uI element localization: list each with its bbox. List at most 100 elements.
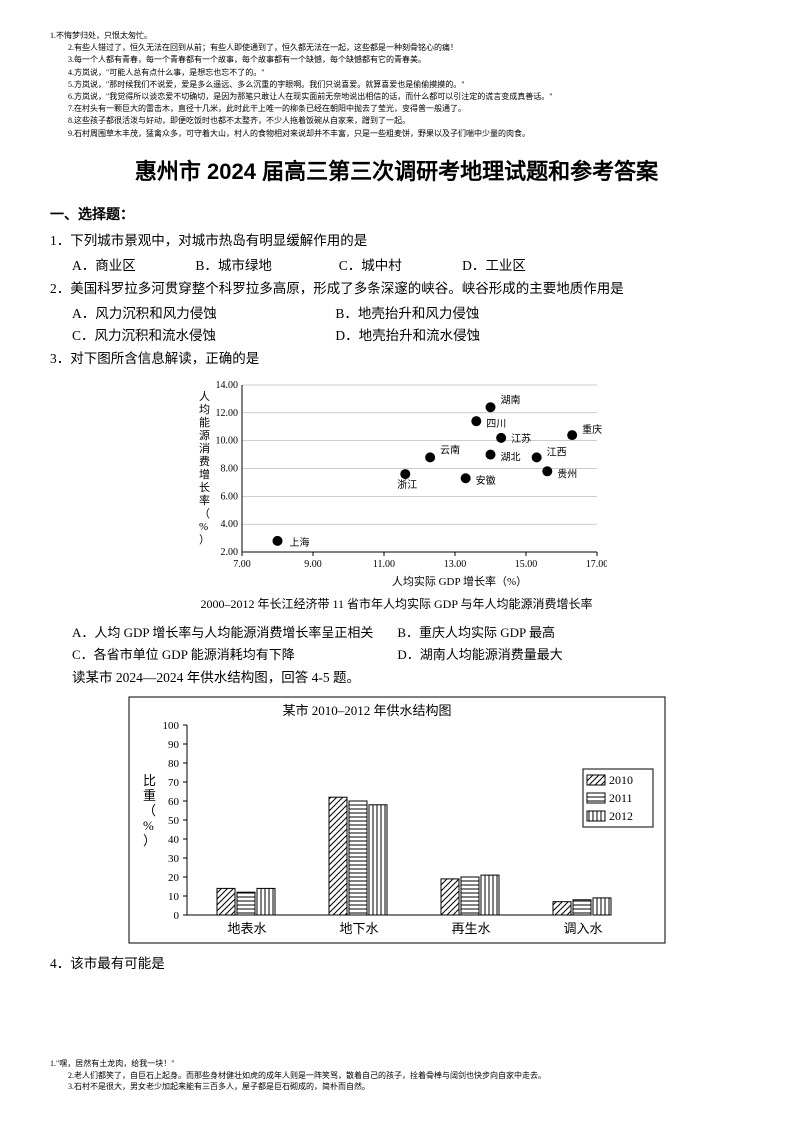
opt: A．风力沉积和风力侵蚀 (72, 303, 332, 326)
opt: C．各省市单位 GDP 能源消耗均有下降 (72, 644, 394, 666)
quote: 1."嘿，居然有土龙肉，给我一块！" (50, 1058, 743, 1069)
question-1-options: A．商业区 B．城市绿地 C．城中村 D．工业区 (50, 255, 743, 278)
svg-text:100: 100 (162, 720, 179, 732)
svg-text:70: 70 (168, 777, 180, 789)
svg-text:重庆: 重庆 (582, 423, 602, 436)
svg-text:10: 10 (168, 891, 180, 903)
question-4: 4．该市最有可能是 (50, 953, 743, 976)
quote: 1.不悔梦归处，只恨太匆忙。 (50, 30, 743, 41)
bar-chart: 某市 2010–2012 年供水结构图 0 10 20 30 40 50 60 70 80 90 10… (50, 695, 743, 949)
svg-text:0: 0 (173, 910, 179, 922)
svg-text:人均实际 GDP 增长率（%）: 人均实际 GDP 增长率（%） (391, 574, 526, 587)
svg-text:调入水: 调入水 (563, 921, 602, 936)
header-quotes: 1.不悔梦归处，只恨太匆忙。 2.有些人错过了，恒久无法在回到从前；有些人即使通… (50, 30, 743, 139)
opt: D．地壳抬升和流水侵蚀 (335, 325, 480, 348)
svg-text:重: 重 (143, 788, 156, 803)
svg-text:人: 人 (199, 390, 210, 403)
svg-text:30: 30 (168, 853, 180, 865)
quote: 3.每一个人都有青春，每一个青春都有一个故事，每个故事都有一个缺憾，每个缺憾都有… (50, 54, 743, 65)
svg-text:湖南: 湖南 (500, 394, 520, 407)
scatter-chart: 2.00 4.00 6.00 8.00 10.00 12.00 14.00 7.00 9.00 1… (50, 377, 743, 591)
svg-text:湖北: 湖北 (500, 452, 520, 464)
svg-text:均: 均 (199, 403, 210, 416)
quote: 6.方岚说，"我觉得所以谈恋爱不切确切，是因为那笔只敢让人在现实面前无奈地说出相… (50, 91, 743, 102)
svg-text:2012: 2012 (609, 809, 633, 823)
opt: C．城中村 (339, 255, 459, 278)
page-title: 惠州市 2024 届高三第三次调研考地理试题和参考答案 (50, 154, 743, 186)
svg-text:费: 费 (199, 455, 210, 468)
svg-text:（: （ (199, 507, 210, 520)
svg-text:11.00: 11.00 (372, 559, 394, 570)
opt: B．重庆人均实际 GDP 最高 (397, 622, 719, 644)
svg-text:）: ） (199, 533, 210, 546)
svg-text:10.00: 10.00 (215, 436, 238, 447)
svg-text:能: 能 (199, 415, 210, 429)
question-3: 3．对下图所含信息解读，正确的是 (50, 348, 743, 371)
svg-text:长: 长 (199, 481, 210, 494)
quote: 9.石村周围草木丰茂，猛禽众多，可守着大山，村人的食物相对来说却并不丰富，只是一… (50, 128, 743, 139)
svg-text:90: 90 (168, 739, 180, 751)
quote: 4.方岚说，"可能人总有点什么事，是想忘也忘不了的。" (50, 67, 743, 78)
svg-text:浙江: 浙江 (397, 479, 417, 491)
svg-text:2.00: 2.00 (220, 547, 238, 558)
svg-text:安徽: 安徽 (475, 475, 495, 488)
svg-text:4.00: 4.00 (220, 519, 238, 530)
quote: 2.老人们都笑了，自巨石上起身。而那些身材健壮如虎的成年人则是一阵笑骂，散着自己… (50, 1070, 743, 1081)
svg-text:13.00: 13.00 (443, 559, 466, 570)
svg-text:江西: 江西 (546, 447, 566, 459)
svg-text:上海: 上海 (289, 536, 309, 549)
svg-text:消: 消 (199, 441, 210, 455)
svg-text:60: 60 (168, 796, 180, 808)
question-1: 1．下列城市景观中，对城市热岛有明显缓解作用的是 (50, 230, 743, 253)
quote: 7.在村头有一颗巨大的雷击木，直径十几米，此时此干上唯一的柳条已经在朝阳中抛去了… (50, 103, 743, 114)
svg-text:云南: 云南 (440, 444, 460, 457)
svg-text:7.00: 7.00 (233, 559, 251, 570)
quote: 8.这些孩子都很活泼与好动，即便吃饭时也都不太整齐，不少人拖着饭碗从自家来，蹭到… (50, 115, 743, 126)
svg-text:江苏: 江苏 (511, 432, 531, 445)
scatter-caption: 2000–2012 年长江经济带 11 省市年人均实际 GDP 与年人均能源消费… (50, 595, 743, 612)
svg-text:20: 20 (168, 872, 180, 884)
svg-text:四川: 四川 (486, 419, 506, 430)
svg-text:某市 2010–2012 年供水结构图: 某市 2010–2012 年供水结构图 (282, 703, 451, 718)
svg-text:14.00: 14.00 (215, 380, 238, 391)
svg-text:比: 比 (143, 773, 156, 788)
opt: B．地壳抬升和风力侵蚀 (335, 303, 479, 326)
opt: A．商业区 (72, 255, 192, 278)
svg-text:贵州: 贵州 (557, 468, 577, 481)
question-2-options: A．风力沉积和风力侵蚀 B．地壳抬升和风力侵蚀 C．风力沉积和流水侵蚀 D．地壳… (50, 303, 743, 349)
question-45-intro: 读某市 2024—2024 年供水结构图，回答 4-5 题。 (50, 667, 743, 690)
svg-text:增: 增 (199, 467, 210, 481)
question-2: 2．美国科罗拉多河贯穿整个科罗拉多高原，形成了多条深邃的峡谷。峡谷形成的主要地质… (50, 278, 743, 301)
opt: D．工业区 (462, 255, 582, 278)
svg-text:40: 40 (168, 834, 180, 846)
opt: D．湖南人均能源消费量最大 (397, 644, 719, 666)
question-3-options: A．人均 GDP 增长率与人均能源消费增长率呈正相关 B．重庆人均实际 GDP … (50, 622, 743, 666)
svg-text:6.00: 6.00 (220, 492, 238, 503)
svg-text:12.00: 12.00 (215, 408, 238, 419)
svg-text:地表水: 地表水 (227, 921, 266, 936)
svg-text:15.00: 15.00 (514, 559, 537, 570)
opt: C．风力沉积和流水侵蚀 (72, 325, 332, 348)
opt: B．城市绿地 (195, 255, 335, 278)
svg-text:%: % (199, 521, 208, 533)
svg-text:源: 源 (199, 428, 210, 442)
svg-text:）: ） (143, 833, 156, 848)
quote: 3.石村不是很大，男女老少加起来能有三百多人，屋子都是巨石砌成的，简朴而自然。 (50, 1081, 743, 1092)
svg-text:再生水: 再生水 (451, 921, 490, 936)
svg-text:率: 率 (199, 493, 210, 507)
quote: 2.有些人错过了，恒久无法在回到从前；有些人即使通到了，恒久都无法在一起，这些都… (50, 42, 743, 53)
svg-text:8.00: 8.00 (220, 464, 238, 475)
svg-text:50: 50 (168, 815, 180, 827)
svg-text:2011: 2011 (609, 791, 633, 805)
svg-text:地下水: 地下水 (339, 921, 378, 936)
svg-text:%: % (143, 818, 154, 833)
svg-text:（: （ (143, 803, 156, 818)
svg-text:17.00: 17.00 (585, 559, 606, 570)
section-head: 一、选择题： (50, 204, 743, 224)
footer-quotes: 1."嘿，居然有土龙肉，给我一块！" 2.老人们都笑了，自巨石上起身。而那些身材… (50, 1058, 743, 1092)
svg-text:9.00: 9.00 (304, 559, 322, 570)
opt: A．人均 GDP 增长率与人均能源消费增长率呈正相关 (72, 622, 394, 644)
quote: 5.方岚说，"那时候我们不说爱，爱是多么遥远、多么沉重的字眼啊。我们只说喜爱。就… (50, 79, 743, 90)
svg-text:80: 80 (168, 758, 180, 770)
svg-text:2010: 2010 (609, 773, 633, 787)
